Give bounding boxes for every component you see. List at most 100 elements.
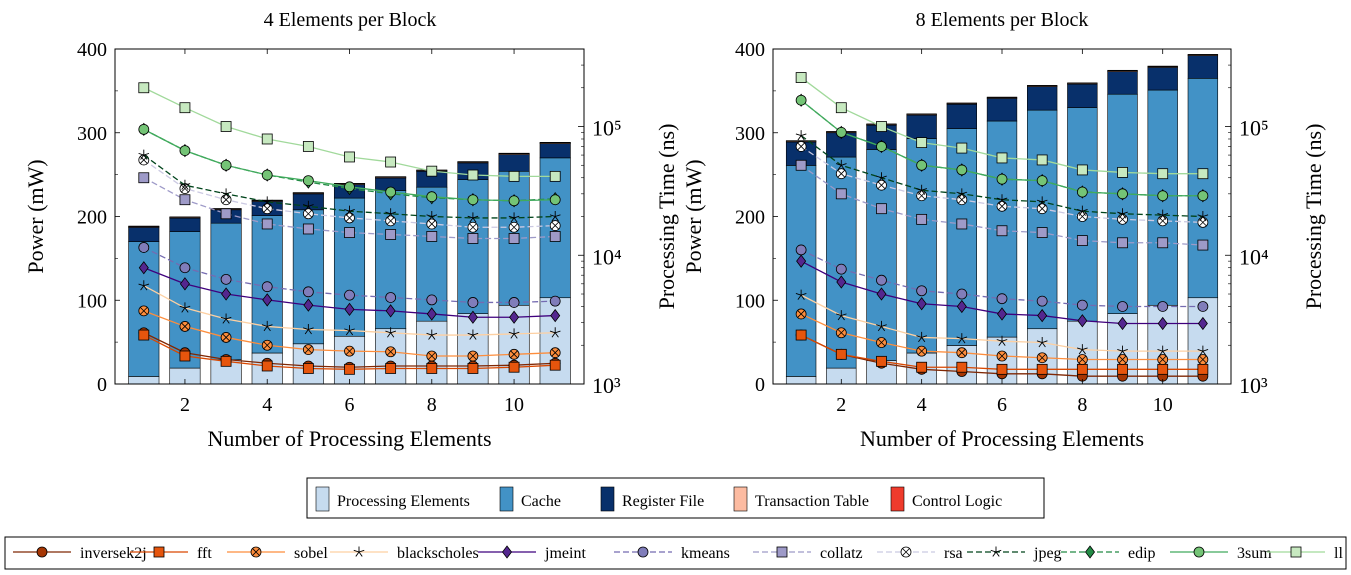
series-point [795,289,807,300]
series-point [1117,237,1128,249]
series-point [1117,354,1128,365]
series-point [344,302,355,317]
series-point [179,179,191,190]
series-point [302,223,314,235]
series-point [876,355,887,367]
series-point [344,363,355,375]
series-point [1036,203,1048,215]
series-point [1076,186,1088,198]
series-point [1197,345,1209,356]
x-axis-label: Number of Processing Elements [207,426,491,451]
legend-label: inversek2j [80,545,147,562]
bar-segment [1067,82,1098,84]
legend-label: Register File [622,493,704,510]
y2-axis-label: Processing Time (ns) [1301,124,1326,310]
series-point [508,348,520,360]
series-point [1117,213,1128,225]
series-point [220,332,232,343]
series-point [385,156,397,168]
series-point [426,294,438,306]
series-point [916,345,928,357]
series-point [467,169,479,181]
series-point [996,293,1008,305]
series-point [220,188,232,199]
series-point [138,82,150,94]
legend-label: 3sum [1237,545,1272,562]
y-axis-label: Power (mW) [23,159,48,273]
series-point [1117,316,1128,331]
y-tick-label: 200 [735,207,765,229]
series-point [1197,301,1209,312]
x-tick-label: 8 [427,394,437,416]
series-point [385,186,397,198]
legend-label: edip [1128,545,1156,562]
series-point [221,287,232,301]
series-point [835,168,847,180]
series-point [876,274,887,286]
series-point [385,215,397,227]
legend-lines-frame [4,536,1347,570]
legend-marker [1290,546,1302,558]
series-point [508,297,520,308]
series-point [1197,216,1209,228]
x-tick-label: 4 [262,394,272,416]
series-point [1197,354,1209,365]
legend-bar-item: Transaction Table [733,486,869,512]
series-point [916,297,927,311]
series-point [1157,345,1169,356]
y-tick-label: 400 [735,39,765,61]
series-point [1197,211,1209,222]
series-line [143,246,556,304]
series-point [956,361,968,373]
series-point [138,280,150,291]
legend-line-item: rsa [877,545,963,562]
series-line [143,177,556,240]
legend-marker [776,546,788,558]
bar-segment [1067,83,1098,108]
series-point [916,159,928,171]
series-point [876,121,887,132]
x-tick-label: 2 [180,394,190,416]
bar-segment [1107,71,1138,95]
bar-segment [986,96,1018,98]
legend-marker [250,546,262,558]
bar-segment [946,103,977,129]
legend-label: rsa [944,545,963,562]
series-point [385,208,397,219]
legend-swatch [890,486,905,512]
y-tick-label: 400 [77,39,107,61]
series-point [467,194,479,206]
series-point [508,328,520,339]
series-point [549,231,561,242]
series-point [956,142,968,154]
series-point [261,196,273,207]
legend-marker [990,546,1002,557]
series-point [1117,345,1128,356]
series-point [1197,363,1209,375]
bar-segment [906,114,937,139]
series-point [916,137,928,148]
legend-benchmarks: inversek2j fft sobel blackscholes jmeint kmea… [4,536,1347,570]
series-point [261,218,273,230]
series-point [344,227,355,238]
series-line [800,135,1203,218]
series-point [426,210,438,222]
series-point [385,327,397,338]
legend-line-item: ll [1267,545,1343,562]
legend-label: kmeans [681,545,730,562]
series-point [795,329,807,341]
legend-marker [1085,545,1095,559]
bar-segment [539,142,571,144]
series-point [426,218,438,230]
bar-segment [498,154,530,172]
bar-segment [1027,109,1058,330]
bar-segment [1187,55,1219,79]
legend-label: Cache [521,493,561,510]
series-point [261,339,273,351]
series-point [179,262,191,274]
series-point [220,121,232,132]
series-point [956,333,968,344]
legend-bar-item: Cache [499,486,561,512]
bar-segment [906,113,937,115]
series-point [835,102,847,114]
